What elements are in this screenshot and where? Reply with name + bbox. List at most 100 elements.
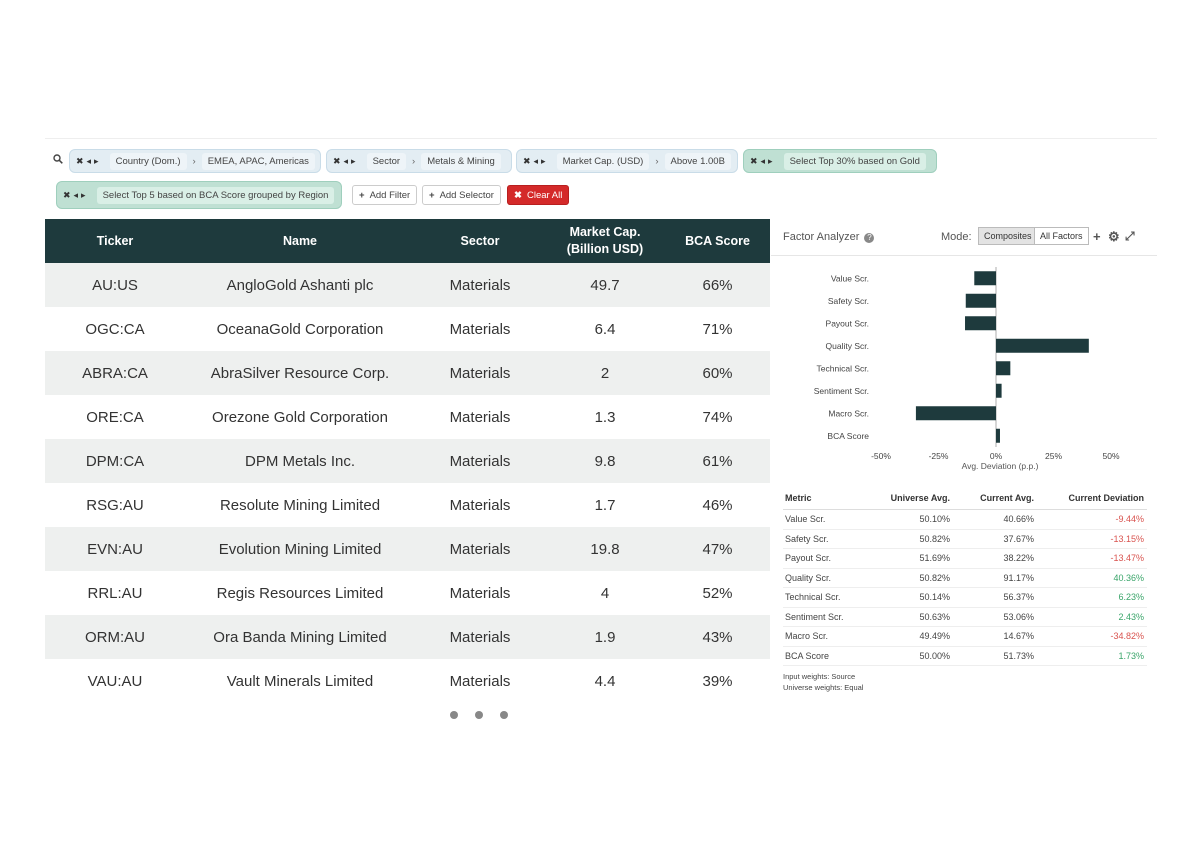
cell-sector: Materials xyxy=(449,496,511,514)
add-filter-button[interactable]: + Add Filter xyxy=(352,185,418,205)
chevron-right-icon: › xyxy=(655,155,659,167)
cell-bca-score: 39% xyxy=(702,672,733,690)
header-universe-avg[interactable]: Universe Avg. xyxy=(890,493,950,503)
plus-icon: + xyxy=(359,189,365,201)
cell-universe-avg: 49.49% xyxy=(919,631,950,642)
cell-metric: BCA Score xyxy=(785,650,830,661)
x-tick-label: -50% xyxy=(871,451,891,461)
category-label: Safety Scr. xyxy=(828,296,869,306)
header-current-deviation[interactable]: Current Deviation xyxy=(1068,493,1144,503)
x-tick-label: 25% xyxy=(1045,451,1062,461)
add-selector-button[interactable]: + Add Selector xyxy=(422,185,501,205)
bar-value-scr[interactable] xyxy=(974,271,996,286)
cell-market-cap: 6.4 xyxy=(594,320,616,338)
search-icon[interactable] xyxy=(53,154,63,164)
chip-controls-icon[interactable]: ✖◂▸ xyxy=(750,155,776,166)
chip-controls-icon[interactable]: ✖◂▸ xyxy=(523,155,549,166)
category-label: BCA Score xyxy=(827,431,869,441)
filter-chip-country[interactable]: ✖◂▸ Country (Dom.) › EMEA, APAC, America… xyxy=(69,149,321,173)
chip-label: Sector xyxy=(366,152,407,170)
page-dot[interactable] xyxy=(450,711,458,719)
factor-table-row: Value Scr. 50.10% 40.66% -9.44% xyxy=(783,510,1147,530)
table-row[interactable]: VAU:AU Vault Minerals Limited Materials 4.4… xyxy=(45,659,770,703)
cell-deviation: -13.47% xyxy=(1110,553,1144,564)
market-cap-header-line2: (Billion USD) xyxy=(566,242,644,256)
plus-icon[interactable]: + xyxy=(1093,229,1101,244)
table-row[interactable]: RSG:AU Resolute Mining Limited Materials 1.… xyxy=(45,483,770,527)
x-tick-label: 0% xyxy=(990,451,1003,461)
table-row[interactable]: AU:US AngloGold Ashanti plc Materials 49.7 6… xyxy=(45,263,770,307)
chip-label: Select Top 30% based on Gold xyxy=(783,152,926,170)
mode-composites-button[interactable]: Composites xyxy=(978,227,1038,245)
add-filter-label: Add Filter xyxy=(369,189,411,201)
bar-payout-scr[interactable] xyxy=(965,316,996,331)
factor-analyzer-panel: Factor Analyzer? Mode: Composites All Fa… xyxy=(771,219,1157,704)
bar-technical-scr[interactable] xyxy=(996,361,1011,376)
column-header-market-cap[interactable]: Market Cap. (Billion USD) xyxy=(545,224,665,258)
table-row[interactable]: ORE:CA Orezone Gold Corporation Materials 1… xyxy=(45,395,770,439)
column-header-ticker[interactable]: Ticker xyxy=(96,234,134,248)
factor-table: Metric Universe Avg. Current Avg. Curren… xyxy=(783,487,1147,666)
table-row[interactable]: ABRA:CA AbraSilver Resource Corp. Material… xyxy=(45,351,770,395)
chip-controls-icon[interactable]: ✖◂▸ xyxy=(333,155,359,166)
cell-metric: Safety Scr. xyxy=(785,533,829,544)
bars xyxy=(915,271,1089,443)
table-body: AU:US AngloGold Ashanti plc Materials 49.7 6… xyxy=(45,263,770,703)
table-row[interactable]: RRL:AU Regis Resources Limited Materials 4 5… xyxy=(45,571,770,615)
category-label: Quality Scr. xyxy=(826,341,869,351)
cell-bca-score: 47% xyxy=(702,540,733,558)
cell-deviation: -9.44% xyxy=(1115,514,1144,525)
table-row[interactable]: EVN:AU Evolution Mining Limited Materials 1… xyxy=(45,527,770,571)
column-header-name[interactable]: Name xyxy=(282,234,318,248)
column-header-bca-score[interactable]: BCA Score xyxy=(685,234,750,248)
results-table: Ticker Name Sector Market Cap. (Billion … xyxy=(45,219,770,703)
table-row[interactable]: DPM:CA DPM Metals Inc. Materials 9.8 61% xyxy=(45,439,770,483)
bar-macro-scr[interactable] xyxy=(915,406,996,421)
clear-all-label: Clear All xyxy=(526,189,563,201)
cell-ticker: VAU:AU xyxy=(87,672,143,690)
cell-name: Orezone Gold Corporation xyxy=(212,408,388,426)
page-dot[interactable] xyxy=(500,711,508,719)
cell-metric: Quality Scr. xyxy=(785,572,832,583)
cell-sector: Materials xyxy=(449,452,511,470)
universe-weights-text: Universe weights: Equal xyxy=(783,683,864,692)
clear-all-button[interactable]: ✖ Clear All xyxy=(507,185,570,205)
cell-current-avg: 38.22% xyxy=(1003,553,1034,564)
factor-table-row: Technical Scr. 50.14% 56.37% 6.23% xyxy=(783,588,1147,608)
cell-universe-avg: 50.63% xyxy=(919,611,950,622)
expand-icon[interactable]: ⤢ xyxy=(1125,229,1135,243)
filter-chip-sector[interactable]: ✖◂▸ Sector › Metals & Mining xyxy=(326,149,512,173)
cell-ticker: AU:US xyxy=(92,276,138,294)
gear-icon[interactable]: ⚙ xyxy=(1108,229,1120,244)
table-row[interactable]: ORM:AU Ora Banda Mining Limited Materials 1… xyxy=(45,615,770,659)
header-current-avg[interactable]: Current Avg. xyxy=(980,493,1034,503)
chip-controls-icon[interactable]: ✖◂▸ xyxy=(63,189,89,200)
bar-safety-scr[interactable] xyxy=(965,293,996,308)
page-dot[interactable] xyxy=(475,711,483,719)
cell-universe-avg: 50.00% xyxy=(919,650,950,661)
category-label: Payout Scr. xyxy=(826,318,869,328)
help-icon[interactable]: ? xyxy=(864,233,875,243)
cell-market-cap: 19.8 xyxy=(590,540,620,558)
cell-name: DPM Metals Inc. xyxy=(244,452,356,470)
cell-sector: Materials xyxy=(449,408,511,426)
bar-bca-score[interactable] xyxy=(996,428,1000,443)
selector-chip-gold[interactable]: ✖◂▸ Select Top 30% based on Gold xyxy=(743,149,937,173)
selector-chip-bca-score[interactable]: ✖◂▸ Select Top 5 based on BCA Score grou… xyxy=(56,181,342,209)
filter-chip-market-cap[interactable]: ✖◂▸ Market Cap. (USD) › Above 1.00B xyxy=(516,149,738,173)
column-header-sector[interactable]: Sector xyxy=(460,234,500,248)
factor-table-row: Quality Scr. 50.82% 91.17% 40.36% xyxy=(783,569,1147,588)
mode-all-factors-button[interactable]: All Factors xyxy=(1034,227,1089,245)
cell-name: OceanaGold Corporation xyxy=(216,320,384,338)
cell-deviation: -13.15% xyxy=(1110,533,1144,544)
table-row[interactable]: OGC:CA OceanaGold Corporation Materials 6.4… xyxy=(45,307,770,351)
chip-controls-icon[interactable]: ✖◂▸ xyxy=(76,155,102,166)
header-metric[interactable]: Metric xyxy=(785,493,812,503)
panel-title: Factor Analyzer? xyxy=(783,231,875,243)
bar-sentiment-scr[interactable] xyxy=(996,383,1002,398)
cell-market-cap: 1.3 xyxy=(594,408,616,426)
cell-current-avg: 56.37% xyxy=(1003,592,1034,603)
bar-quality-scr[interactable] xyxy=(996,338,1089,353)
cell-current-avg: 91.17% xyxy=(1003,572,1034,583)
cell-deviation: 40.36% xyxy=(1113,572,1144,583)
